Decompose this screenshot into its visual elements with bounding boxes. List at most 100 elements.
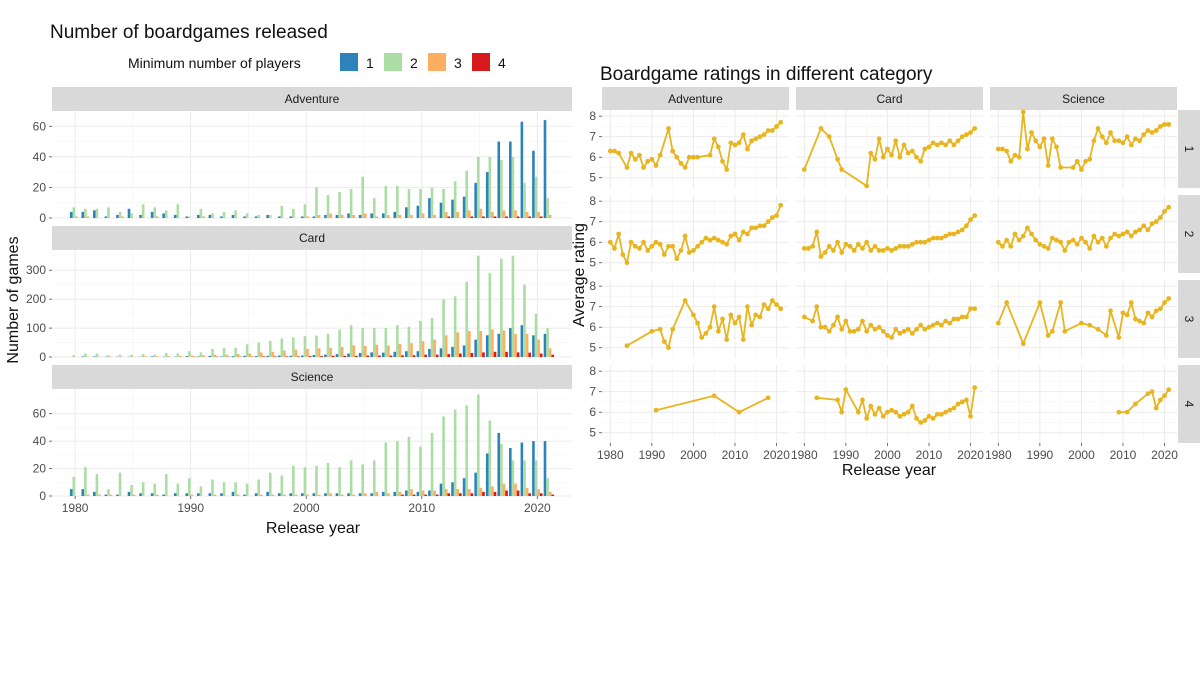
bar-science-p1-1997 (266, 491, 269, 496)
bar-science-p3-1992 (213, 494, 217, 496)
bar-adventure-p1-2019 (520, 121, 524, 218)
rating-point-1998 (876, 405, 882, 411)
bar-science-p3-2020 (537, 489, 540, 496)
bar-card-p2-1986 (141, 354, 145, 357)
bar-adventure-p2-1992 (211, 213, 214, 218)
bar-science-p2-2005 (361, 464, 364, 496)
y-tick-label: 8 (589, 109, 596, 123)
rating-point-2005 (1099, 235, 1105, 241)
rating-point-2021 (1166, 121, 1172, 127)
bar-card-p4-2011 (435, 354, 439, 357)
rating-point-2016 (757, 314, 763, 320)
bar-adventure-p2-2009 (407, 188, 411, 218)
line-panel-card-1 (796, 110, 983, 189)
bar-science-p2-2004 (349, 460, 353, 496)
bar-science-p3-2008 (398, 491, 402, 496)
rating-point-2002 (893, 326, 899, 332)
bar-card-p1-1995 (243, 355, 246, 357)
rating-point-2017 (761, 132, 767, 138)
rating-point-2006 (909, 148, 915, 154)
rating-point-2016 (1145, 310, 1151, 316)
rating-point-2020 (1162, 300, 1167, 305)
rating-point-2016 (1145, 128, 1151, 133)
bar-science-p1-1995 (243, 494, 246, 496)
bar-science-p3-2009 (410, 489, 413, 496)
bar-adventure-p1-2005 (358, 214, 362, 218)
rating-point-2020 (774, 124, 779, 129)
bar-adventure-p2-2008 (396, 185, 399, 218)
bar-card-p3-1997 (271, 351, 275, 357)
y-tick-label: 20 (33, 180, 47, 194)
x-tick-label: 2000 (293, 501, 320, 515)
legend-key-3 (428, 53, 446, 71)
bar-card-p1-2017 (497, 333, 501, 357)
rating-point-2003 (897, 243, 903, 249)
y-tick-label: 5 (589, 341, 596, 355)
rating-point-1997 (872, 243, 878, 249)
rating-point-2000 (691, 154, 696, 160)
rating-point-1990 (1037, 241, 1043, 247)
bar-card-p1-1991 (197, 356, 200, 357)
rating-point-2007 (1108, 235, 1113, 241)
bar-science-p2-2021 (546, 478, 549, 496)
rating-point-1980 (995, 320, 1001, 326)
rating-point-2012 (740, 132, 746, 138)
rating-point-1989 (839, 167, 845, 172)
rating-point-1997 (678, 248, 684, 253)
bar-card-p2-1998 (280, 338, 284, 357)
rating-point-2006 (1103, 140, 1109, 146)
rating-point-2019 (1157, 306, 1163, 312)
facet-strip-label: Card (299, 231, 325, 245)
bar-card-p1-2020 (532, 335, 535, 357)
bar-science-p2-1982 (95, 474, 99, 496)
bar-adventure-p2-2000 (303, 204, 307, 218)
x-tick-label: 2010 (722, 448, 749, 462)
rating-point-1984 (818, 324, 824, 330)
rating-point-2007 (914, 326, 919, 332)
legend-key-1 (340, 53, 358, 71)
rating-point-2014 (943, 142, 948, 148)
rating-point-2009 (1116, 233, 1122, 239)
bar-card-p1-2015 (474, 339, 477, 357)
rating-point-1990 (1037, 300, 1043, 305)
rating-point-2004 (901, 243, 907, 249)
rating-point-2013 (1133, 316, 1138, 322)
rating-point-2010 (926, 413, 932, 419)
rating-point-2020 (774, 213, 779, 218)
rating-point-2006 (909, 330, 915, 336)
rating-point-2000 (885, 409, 890, 415)
bar-adventure-p1-2011 (428, 198, 431, 218)
rating-point-1992 (851, 248, 857, 253)
rating-point-1994 (860, 245, 865, 251)
panel-background (990, 365, 1177, 443)
bar-card-p3-2006 (375, 344, 379, 357)
bar-science-p3-1983 (109, 494, 113, 496)
bar-adventure-p3-2001 (317, 214, 321, 218)
rating-point-2021 (1166, 296, 1172, 301)
bar-adventure-p3-2002 (329, 213, 332, 218)
rating-point-2010 (732, 231, 738, 237)
bar-card-p3-2016 (491, 329, 494, 357)
bar-science-p3-1996 (260, 494, 263, 496)
rating-point-1983 (1008, 158, 1014, 164)
bar-card-p3-2011 (433, 339, 436, 357)
rating-point-2019 (1157, 215, 1163, 220)
bar-card-p4-2016 (493, 351, 497, 357)
rating-point-1990 (649, 328, 655, 334)
rating-point-2016 (951, 316, 957, 322)
bar-adventure-p4-2016 (493, 216, 497, 218)
rating-point-1995 (1058, 239, 1064, 245)
column-strip (990, 87, 1177, 110)
panel-background (602, 110, 789, 188)
bar-card-p4-2013 (459, 353, 462, 357)
bar-card-p4-2001 (320, 356, 323, 357)
rating-point-2010 (926, 144, 932, 150)
rating-point-2012 (934, 142, 940, 148)
rating-point-1985 (628, 150, 634, 156)
bar-adventure-p3-2013 (456, 211, 460, 218)
rating-point-1988 (835, 156, 840, 162)
bar-science-p1-2008 (393, 491, 397, 496)
bar-card-p3-2020 (537, 339, 540, 357)
rating-point-1987 (637, 152, 642, 158)
rating-point-1983 (814, 229, 820, 235)
